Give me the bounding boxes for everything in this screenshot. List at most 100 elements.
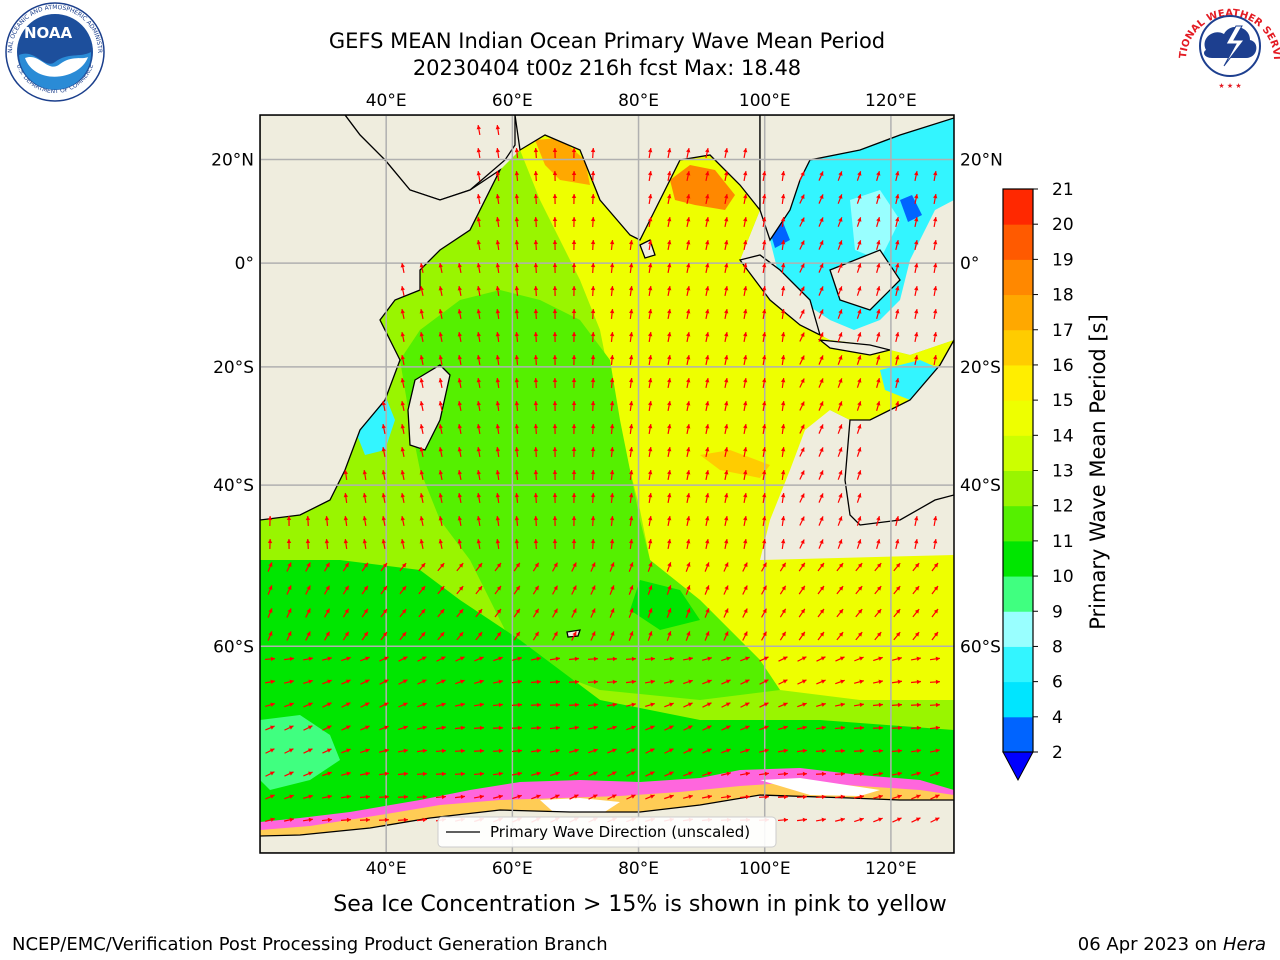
wave-arrow xyxy=(609,492,615,504)
wave-arrow xyxy=(457,285,462,297)
wave-arrow xyxy=(667,331,672,343)
wave-arrow xyxy=(492,748,504,754)
wave-arrow xyxy=(799,355,805,365)
wave-arrow xyxy=(416,771,428,777)
wave-arrow xyxy=(438,538,443,550)
wave-arrow xyxy=(475,631,483,641)
wave-arrow xyxy=(854,817,864,823)
wave-arrow xyxy=(910,656,922,661)
wave-arrow xyxy=(835,817,845,822)
wave-arrow xyxy=(799,217,805,227)
wave-arrow xyxy=(704,608,710,618)
wave-arrow xyxy=(911,771,921,776)
wave-arrow xyxy=(609,354,615,366)
wave-arrow xyxy=(533,400,539,412)
wave-arrow xyxy=(587,656,599,662)
wave-arrow xyxy=(475,608,483,618)
wave-arrow xyxy=(780,400,786,412)
lon-tick-bottom: 100°E xyxy=(739,859,791,879)
wave-arrow xyxy=(834,725,846,731)
wave-arrow xyxy=(362,538,368,550)
wave-arrow xyxy=(685,562,691,572)
wave-arrow xyxy=(702,771,712,777)
wave-arrow xyxy=(609,239,615,251)
wave-arrow xyxy=(664,679,674,684)
wave-arrow xyxy=(533,308,539,320)
wave-arrow xyxy=(834,794,846,800)
wave-arrow xyxy=(933,331,938,343)
wave-arrow xyxy=(568,679,580,685)
wave-arrow xyxy=(647,308,653,320)
wave-arrow xyxy=(533,492,539,504)
wave-arrow xyxy=(761,285,767,297)
wave-arrow xyxy=(552,423,558,435)
wave-arrow xyxy=(740,656,750,662)
wave-arrow xyxy=(399,585,407,595)
wave-arrow xyxy=(799,309,805,319)
wave-arrow xyxy=(645,794,655,800)
wave-arrow xyxy=(417,679,427,685)
wave-arrow xyxy=(705,538,710,550)
wave-arrow xyxy=(343,492,349,504)
wave-arrow xyxy=(701,794,713,799)
wave-arrow xyxy=(721,679,731,685)
wave-arrow xyxy=(647,585,653,595)
wave-arrow xyxy=(667,400,672,412)
wave-arrow xyxy=(647,608,653,618)
wave-arrow xyxy=(514,331,520,343)
wave-arrow xyxy=(533,147,539,159)
wave-arrow xyxy=(739,794,751,800)
wave-arrow xyxy=(606,702,618,707)
wave-arrow xyxy=(380,608,388,618)
wave-arrow xyxy=(495,423,501,435)
colorbar-segment xyxy=(1003,294,1033,331)
wave-arrow xyxy=(305,585,311,595)
wave-arrow xyxy=(797,679,807,685)
wave-arrow xyxy=(818,332,824,342)
wave-arrow xyxy=(514,308,520,320)
wave-arrow xyxy=(705,492,710,504)
wave-arrow xyxy=(931,631,939,641)
wave-arrow xyxy=(457,331,462,343)
wave-arrow xyxy=(283,679,295,684)
wave-arrow xyxy=(474,656,484,662)
wave-arrow xyxy=(667,469,672,481)
lon-tick-top: 120°E xyxy=(865,91,917,111)
wave-arrow xyxy=(303,725,313,731)
wave-arrow xyxy=(837,171,843,181)
wave-arrow xyxy=(721,656,731,662)
wave-arrow xyxy=(931,585,939,595)
wave-arrow xyxy=(647,147,653,159)
wave-arrow xyxy=(645,748,655,754)
colorbar-tick-label: 13 xyxy=(1052,462,1074,482)
wave-arrow xyxy=(856,263,862,273)
wave-arrow xyxy=(740,748,750,754)
wave-arrow xyxy=(359,794,371,800)
wave-arrow xyxy=(571,308,577,320)
wave-arrow xyxy=(457,262,462,274)
wave-arrow xyxy=(837,332,843,342)
wave-arrow xyxy=(436,656,446,662)
wave-arrow xyxy=(609,331,615,343)
wave-arrow xyxy=(302,656,314,661)
wave-arrow xyxy=(914,262,919,274)
wave-arrow xyxy=(438,308,443,320)
wave-arrow xyxy=(628,446,634,458)
wave-arrow xyxy=(799,171,805,181)
wave-arrow xyxy=(872,725,884,731)
wave-arrow xyxy=(686,446,691,458)
wave-arrow xyxy=(342,631,350,641)
wave-arrow xyxy=(283,817,295,822)
wave-arrow xyxy=(549,748,561,753)
colorbar-segment xyxy=(1003,329,1033,366)
wave-arrow xyxy=(702,725,712,731)
wave-arrow xyxy=(628,562,634,572)
wave-arrow xyxy=(552,262,558,274)
wave-arrow xyxy=(514,492,520,504)
wave-arrow xyxy=(686,469,691,481)
wave-arrow xyxy=(532,608,540,618)
wave-arrow xyxy=(343,469,349,481)
wave-arrow xyxy=(265,817,275,823)
wave-arrow xyxy=(797,656,807,662)
wave-arrow xyxy=(667,308,672,320)
